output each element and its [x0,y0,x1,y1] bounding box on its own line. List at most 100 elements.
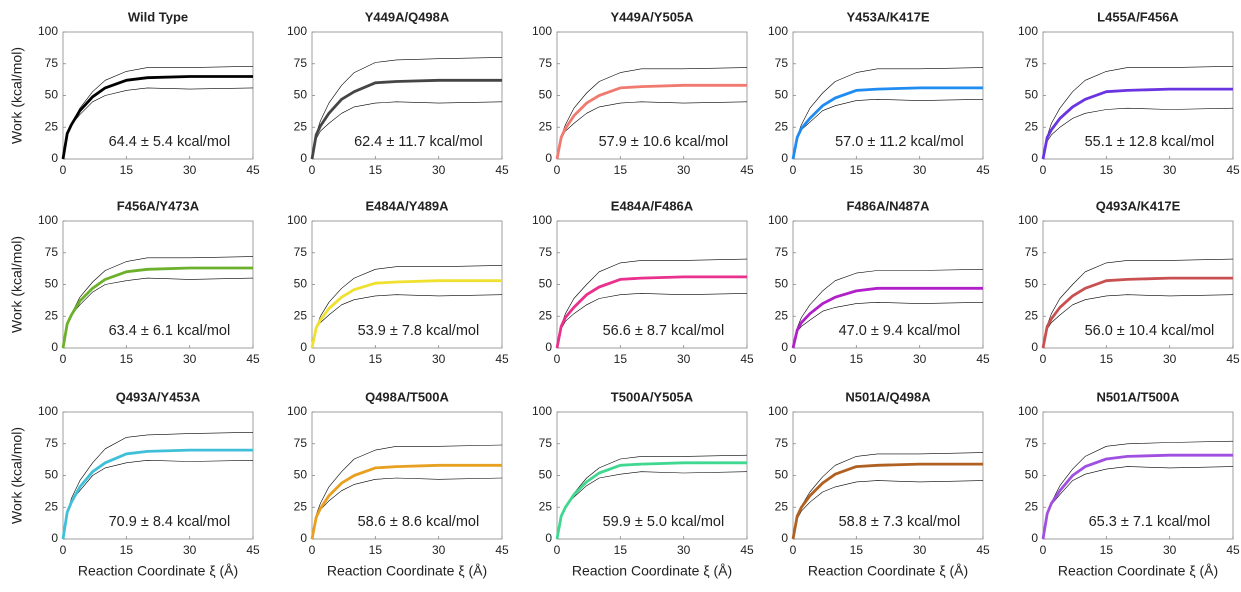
x-tick-label: 45 [976,163,990,177]
y-tick-label: 75 [539,245,553,259]
y-tick-label: 75 [539,436,553,450]
x-tick-label: 45 [976,352,990,366]
work-curve [556,101,748,160]
y-tick-label: 25 [775,308,789,322]
y-tick-label: 100 [38,213,58,227]
x-tick-label: 15 [1100,163,1114,177]
y-tick-label: 50 [1025,468,1039,482]
y-tick-label: 50 [45,88,59,102]
x-tick-label: 0 [60,352,67,366]
annotation: 58.6 ± 8.6 kcal/mol [358,514,480,530]
annotation: 57.0 ± 11.2 kcal/mol [835,134,964,150]
work-curve [310,463,502,540]
panel-title: T500A/Y505A [611,389,694,404]
panel-title: E484A/Y489A [365,198,449,213]
x-tick-label: 15 [850,352,864,366]
x-tick-label: 15 [850,163,864,177]
work-curve [1042,107,1234,160]
work-curve [311,294,503,349]
y-tick-label: 0 [1031,531,1038,545]
y-tick-label: 0 [1031,151,1038,165]
work-curve [311,101,503,160]
work-curve [311,477,503,540]
work-curve [61,448,253,540]
x-tick-label: 15 [850,543,864,557]
annotation: 64.4 ± 5.4 kcal/mol [109,134,231,150]
y-tick-label: 25 [45,499,59,513]
x-tick-label: 45 [1226,352,1240,366]
y-tick-label: 50 [775,468,789,482]
x-axis-label: Reaction Coordinate ξ (Å) [1058,563,1218,579]
y-tick-label: 50 [45,277,59,291]
work-curve [556,293,748,349]
x-tick-label: 30 [183,543,197,557]
x-tick-label: 30 [913,163,927,177]
annotation: 53.9 ± 7.8 kcal/mol [358,323,480,339]
x-tick-label: 30 [183,163,197,177]
x-tick-label: 0 [1040,163,1047,177]
x-axis-label: Reaction Coordinate ξ (Å) [808,563,968,579]
y-tick-label: 0 [1031,340,1038,354]
x-tick-label: 15 [614,543,628,557]
panel-title: Y449A/Y505A [610,9,694,24]
x-axis-label: Reaction Coordinate ξ (Å) [572,563,732,579]
x-tick-label: 0 [790,543,797,557]
y-tick-label: 100 [768,24,788,38]
x-tick-label: 30 [1163,352,1177,366]
y-tick-label: 75 [45,245,59,259]
y-tick-label: 100 [532,24,552,38]
y-tick-label: 100 [768,404,788,418]
annotation: 56.0 ± 10.4 kcal/mol [1085,323,1215,339]
y-tick-label: 100 [1018,24,1038,38]
y-tick-label: 25 [294,308,308,322]
x-tick-label: 45 [495,352,509,366]
work-curve [1041,453,1233,540]
y-tick-label: 100 [287,24,307,38]
x-tick-label: 45 [246,352,260,366]
y-tick-label: 100 [1018,404,1038,418]
annotation: 57.9 ± 10.6 kcal/mol [599,134,729,150]
y-tick-label: 50 [539,88,553,102]
y-tick-label: 50 [539,277,553,291]
x-tick-label: 0 [309,352,316,366]
y-tick-label: 0 [51,151,58,165]
y-tick-label: 25 [539,119,553,133]
x-tick-label: 45 [1226,543,1240,557]
y-tick-label: 75 [45,56,59,70]
y-tick-label: 75 [45,436,59,450]
annotation: 63.4 ± 6.1 kcal/mol [109,323,231,339]
panel-title: E484A/F486A [611,198,694,213]
annotation: 47.0 ± 9.4 kcal/mol [839,323,961,339]
x-tick-label: 45 [976,543,990,557]
work-curve [310,279,502,349]
x-tick-label: 15 [614,352,628,366]
y-tick-label: 25 [1025,119,1039,133]
x-tick-label: 15 [369,543,383,557]
x-tick-label: 30 [677,352,691,366]
y-tick-label: 0 [545,151,552,165]
x-tick-label: 30 [913,543,927,557]
work-curve [791,462,983,540]
y-axis-label: Work (kcal/mol) [9,427,25,524]
x-tick-label: 0 [60,543,67,557]
y-tick-label: 0 [51,340,58,354]
x-tick-label: 0 [554,352,561,366]
annotation: 56.6 ± 8.7 kcal/mol [603,323,725,339]
x-tick-label: 30 [432,543,446,557]
x-tick-label: 15 [120,163,134,177]
y-tick-label: 100 [1018,213,1038,227]
x-tick-label: 45 [740,352,754,366]
x-tick-label: 15 [1100,543,1114,557]
work-curve [1041,87,1233,160]
y-tick-label: 100 [287,404,307,418]
annotation: 59.9 ± 5.0 kcal/mol [603,514,725,530]
y-axis-label: Work (kcal/mol) [9,236,25,333]
y-tick-label: 25 [1025,308,1039,322]
y-tick-label: 50 [294,88,308,102]
y-tick-label: 50 [294,277,308,291]
work-curve [311,444,503,540]
panel-title: F486A/N487A [846,198,930,213]
y-tick-label: 75 [539,56,553,70]
y-tick-label: 50 [1025,88,1039,102]
x-tick-label: 0 [1040,543,1047,557]
